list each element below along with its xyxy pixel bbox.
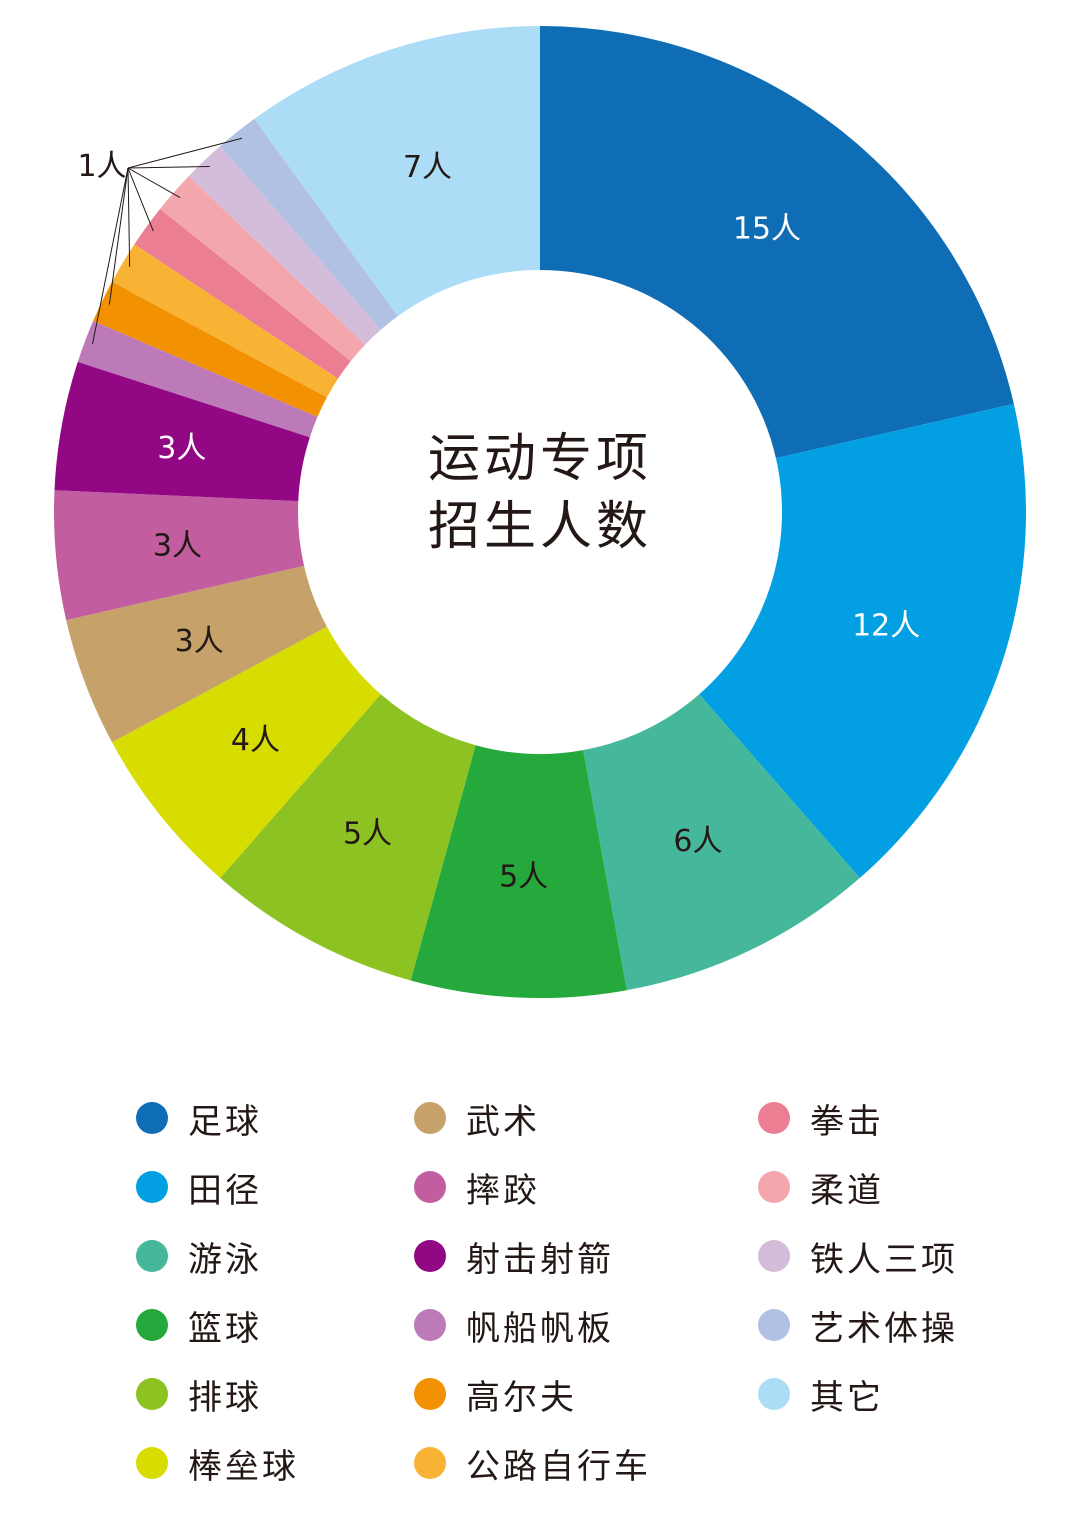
legend-label: 柔道	[810, 1170, 884, 1211]
legend-swatch	[758, 1378, 790, 1410]
center-title: 运动专项 招生人数	[390, 425, 690, 561]
center-title-line-1: 运动专项	[427, 429, 652, 489]
center-title-line-2: 招生人数	[427, 497, 652, 557]
legend-label: 棒垒球	[188, 1446, 299, 1487]
slice-篮球	[410, 745, 627, 998]
legend-swatch	[136, 1447, 168, 1479]
legend-item-篮球: 篮球	[136, 1305, 262, 1349]
callout-leader-lines	[91, 137, 243, 345]
legend-label: 游泳	[188, 1239, 262, 1280]
slice-田径	[699, 403, 1026, 878]
slice-足球	[540, 26, 1014, 459]
legend-item-其它: 其它	[758, 1374, 884, 1418]
legend-label: 公路自行车	[466, 1446, 651, 1487]
legend-label: 排球	[188, 1377, 262, 1418]
leader-line	[127, 167, 154, 232]
slice-游泳	[583, 694, 860, 991]
legend: 足球田径游泳篮球排球棒垒球 武术摔跤射击射箭帆船帆板高尔夫公路自行车 拳击柔道铁人三…	[0, 1080, 1080, 1500]
legend-item-公路自行车: 公路自行车	[414, 1443, 651, 1487]
legend-label: 摔跤	[466, 1170, 540, 1211]
legend-item-高尔夫: 高尔夫	[414, 1374, 577, 1418]
slice-摔跤	[53, 490, 305, 621]
slice-排球	[220, 694, 476, 981]
legend-swatch	[414, 1102, 446, 1134]
legend-label: 篮球	[188, 1308, 262, 1349]
legend-item-铁人三项: 铁人三项	[758, 1236, 958, 1280]
legend-item-摔跤: 摔跤	[414, 1167, 540, 1211]
data-label-游泳: 6人	[673, 824, 722, 859]
legend-label: 高尔夫	[466, 1377, 577, 1418]
slice-射击射箭	[54, 361, 310, 502]
slice-拳击	[134, 208, 351, 379]
legend-swatch	[136, 1171, 168, 1203]
legend-item-艺术体操: 艺术体操	[758, 1305, 958, 1349]
legend-label: 武术	[466, 1101, 540, 1142]
slice-帆船帆板	[77, 320, 318, 438]
legend-item-拳击: 拳击	[758, 1098, 884, 1142]
legend-swatch	[414, 1378, 446, 1410]
data-labels: 15人 12人 6人 5人 5人 4人 3人 3人 3人 7人	[153, 150, 920, 895]
slice-铁人三项	[188, 146, 381, 345]
data-label-篮球: 5人	[499, 860, 548, 895]
legend-item-田径: 田径	[136, 1167, 262, 1211]
legend-swatch	[758, 1240, 790, 1272]
data-label-棒垒球: 4人	[231, 723, 280, 758]
legend-swatch	[758, 1309, 790, 1341]
legend-label: 艺术体操	[810, 1308, 958, 1349]
legend-swatch	[136, 1102, 168, 1134]
legend-label: 其它	[810, 1377, 884, 1418]
legend-item-射击射箭: 射击射箭	[414, 1236, 614, 1280]
legend-swatch	[414, 1171, 446, 1203]
slice-柔道	[160, 176, 366, 362]
legend-swatch	[136, 1240, 168, 1272]
legend-item-武术: 武术	[414, 1098, 540, 1142]
slice-高尔夫	[93, 281, 327, 417]
legend-label: 铁人三项	[810, 1239, 958, 1280]
legend-label: 帆船帆板	[466, 1308, 614, 1349]
legend-item-游泳: 游泳	[136, 1236, 262, 1280]
legend-item-柔道: 柔道	[758, 1167, 884, 1211]
leader-line	[127, 166, 210, 169]
leader-line	[127, 167, 131, 267]
data-label-排球: 5人	[343, 817, 392, 852]
legend-swatch	[414, 1240, 446, 1272]
data-label-摔跤: 3人	[153, 529, 202, 564]
legend-item-帆船帆板: 帆船帆板	[414, 1305, 614, 1349]
legend-swatch	[414, 1309, 446, 1341]
leader-line	[127, 137, 243, 169]
leader-line	[108, 167, 129, 305]
legend-item-排球: 排球	[136, 1374, 262, 1418]
slice-艺术体操	[220, 118, 398, 330]
legend-swatch	[758, 1171, 790, 1203]
legend-swatch	[136, 1378, 168, 1410]
slice-公路自行车	[112, 244, 339, 398]
slice-其它	[254, 26, 540, 317]
donut-chart: 15人 12人 6人 5人 5人 4人 3人 3人 3人 7人 1人	[53, 26, 1026, 998]
slice-棒垒球	[112, 626, 381, 878]
slice-武术	[66, 565, 327, 743]
donut-slices	[53, 26, 1026, 998]
legend-item-棒垒球: 棒垒球	[136, 1443, 299, 1487]
legend-swatch	[758, 1102, 790, 1134]
legend-label: 田径	[188, 1170, 262, 1211]
data-label-足球: 15人	[733, 211, 801, 246]
callout-label: 1人	[77, 149, 126, 184]
legend-swatch	[136, 1309, 168, 1341]
data-label-武术: 3人	[175, 624, 224, 659]
data-label-其它: 7人	[403, 150, 452, 185]
leader-line	[127, 167, 181, 198]
legend-swatch	[414, 1447, 446, 1479]
legend-label: 拳击	[810, 1101, 884, 1142]
data-label-射击射箭: 3人	[157, 431, 206, 466]
legend-item-足球: 足球	[136, 1098, 262, 1142]
leader-line	[91, 167, 129, 345]
data-label-田径: 12人	[852, 608, 920, 643]
legend-label: 足球	[188, 1101, 262, 1142]
legend-label: 射击射箭	[466, 1239, 614, 1280]
